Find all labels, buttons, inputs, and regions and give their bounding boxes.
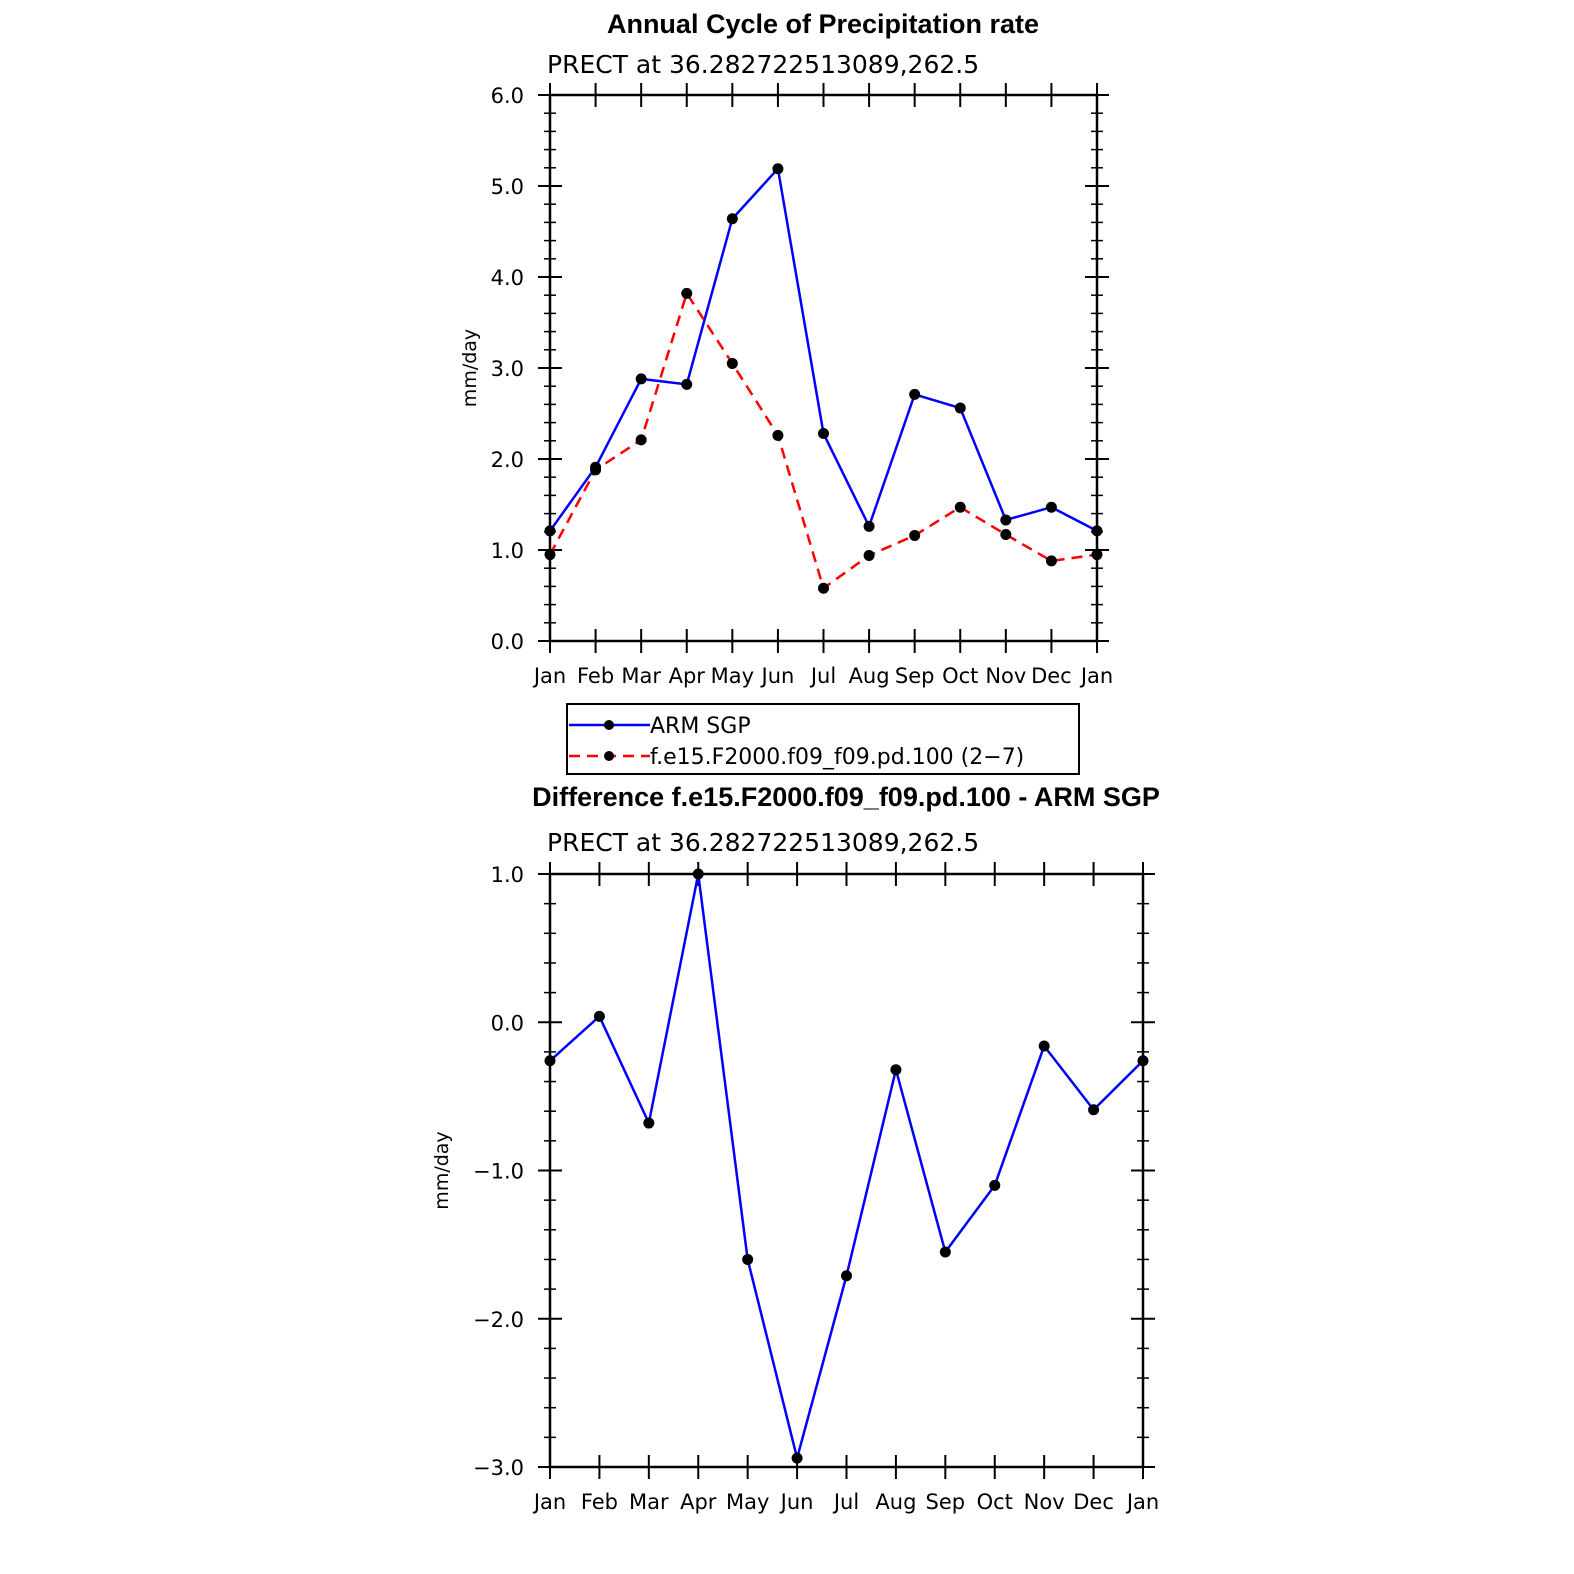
series-2-point (909, 529, 921, 541)
legend-label-2: f.e15.F2000.f09_f09.pd.100 (2−7) (650, 745, 1024, 770)
series-line-2 (548, 292, 1098, 590)
series-2-point (772, 429, 784, 441)
x-tick-label: May (711, 664, 754, 688)
x-tick-label: Jan (532, 664, 566, 688)
series-1-point (1000, 514, 1012, 526)
series-line-1 (549, 872, 1144, 1460)
series-1-point (593, 1010, 605, 1022)
series-2-point (635, 434, 647, 446)
y-tick-label: 0.0 (491, 1011, 524, 1035)
plot-frame (548, 872, 1145, 1469)
x-tick-label: Jan (532, 1490, 566, 1514)
y-tick-label: −1.0 (473, 1160, 524, 1184)
x-tick-label: May (726, 1490, 769, 1514)
x-tick-label: Dec (1031, 664, 1072, 688)
y-axis-label: mm/day (431, 1131, 453, 1209)
chart-panel-2: Difference f.e15.F2000.f09_f09.pd.100 - … (431, 782, 1160, 1514)
legend: ARM SGP f.e15.F2000.f09_f09.pd.100 (2−7) (566, 703, 1080, 775)
x-tick-label: Nov (985, 664, 1026, 688)
x-tick-label: Aug (849, 664, 890, 688)
plot-frame (548, 93, 1099, 643)
x-tick-label: Jul (832, 1490, 859, 1514)
series-2-point (954, 501, 966, 513)
series-1-point (863, 520, 875, 532)
series-1-point (841, 1270, 852, 1282)
x-tick-label: Mar (629, 1490, 669, 1514)
series-2-point (1000, 529, 1012, 541)
series-1-point (544, 1055, 556, 1067)
series-2-point (1091, 549, 1103, 561)
y-tick-label: 4.0 (491, 266, 524, 290)
series-1-point (692, 868, 704, 880)
legend-marker-1 (604, 720, 614, 730)
legend-marker-2 (604, 751, 614, 761)
x-tick-label: Jan (1125, 1490, 1159, 1514)
chart-title: Annual Cycle of Precipitation rate (607, 9, 1039, 39)
y-tick-label: 2.0 (491, 448, 524, 472)
x-tick-label: Mar (621, 664, 661, 688)
chart-panel-1: Annual Cycle of Precipitation rate PRECT … (459, 9, 1113, 775)
x-tick-label: Apr (669, 664, 706, 688)
series-1-point (1137, 1055, 1149, 1067)
x-tick-label: Sep (926, 1490, 966, 1514)
series-2-point (726, 357, 738, 369)
y-tick-label: 0.0 (491, 630, 524, 654)
y-axis-label: mm/day (459, 329, 481, 407)
series-1-point (1045, 501, 1057, 513)
x-tick-label: Feb (577, 664, 614, 688)
series-1-point (772, 163, 784, 175)
series-1-point (681, 378, 693, 390)
series-1-point (1091, 525, 1103, 537)
series-1-point (544, 525, 556, 537)
series-1-point (1088, 1104, 1100, 1116)
y-tick-label: 3.0 (491, 357, 524, 381)
series-1-point (635, 373, 647, 385)
x-tick-label: Jul (809, 664, 836, 688)
y-tick-label: 1.0 (491, 539, 524, 563)
x-tick-label: Feb (581, 1490, 618, 1514)
series-2-point (1045, 555, 1057, 567)
series-2-point (863, 549, 875, 561)
x-tick-label: Dec (1073, 1490, 1114, 1514)
x-tick-label: Oct (942, 664, 978, 688)
x-tick-label: Sep (895, 664, 935, 688)
series-1-point (909, 388, 921, 400)
x-tick-label: Jan (1079, 664, 1113, 688)
series-1-point (818, 428, 829, 440)
series-line-1 (548, 167, 1098, 532)
y-tick-label: −2.0 (473, 1308, 524, 1332)
chart-subtitle: PRECT at 36.282722513089,262.5 (547, 828, 979, 857)
y-tick-label: 6.0 (491, 84, 524, 108)
chart-title: Difference f.e15.F2000.f09_f09.pd.100 - … (532, 782, 1160, 812)
series-1-point (726, 213, 738, 225)
x-tick-label: Jun (779, 1490, 814, 1514)
series-1-point (939, 1246, 951, 1258)
chart-subtitle: PRECT at 36.282722513089,262.5 (547, 50, 979, 79)
series-1-point (1038, 1040, 1050, 1052)
series-1-point (791, 1452, 803, 1464)
y-tick-label: 5.0 (491, 175, 524, 199)
series-2-point (544, 549, 556, 561)
series-1-point (643, 1117, 655, 1129)
x-tick-label: Apr (680, 1490, 717, 1514)
series-1-point (989, 1179, 1001, 1191)
legend-label-1: ARM SGP (650, 714, 751, 739)
series-1-point (890, 1064, 902, 1076)
x-tick-label: Aug (875, 1490, 916, 1514)
y-tick-label: 1.0 (491, 863, 524, 887)
x-tick-label: Oct (977, 1490, 1013, 1514)
series-2-point (681, 287, 693, 299)
series-2-point (590, 464, 602, 476)
x-tick-label: Nov (1024, 1490, 1065, 1514)
series-2-point (818, 582, 829, 594)
series-1-point (954, 402, 966, 414)
x-tick-label: Jun (760, 664, 795, 688)
y-tick-label: −3.0 (473, 1456, 524, 1480)
series-1-point (742, 1253, 754, 1265)
legend-box (566, 703, 1080, 775)
